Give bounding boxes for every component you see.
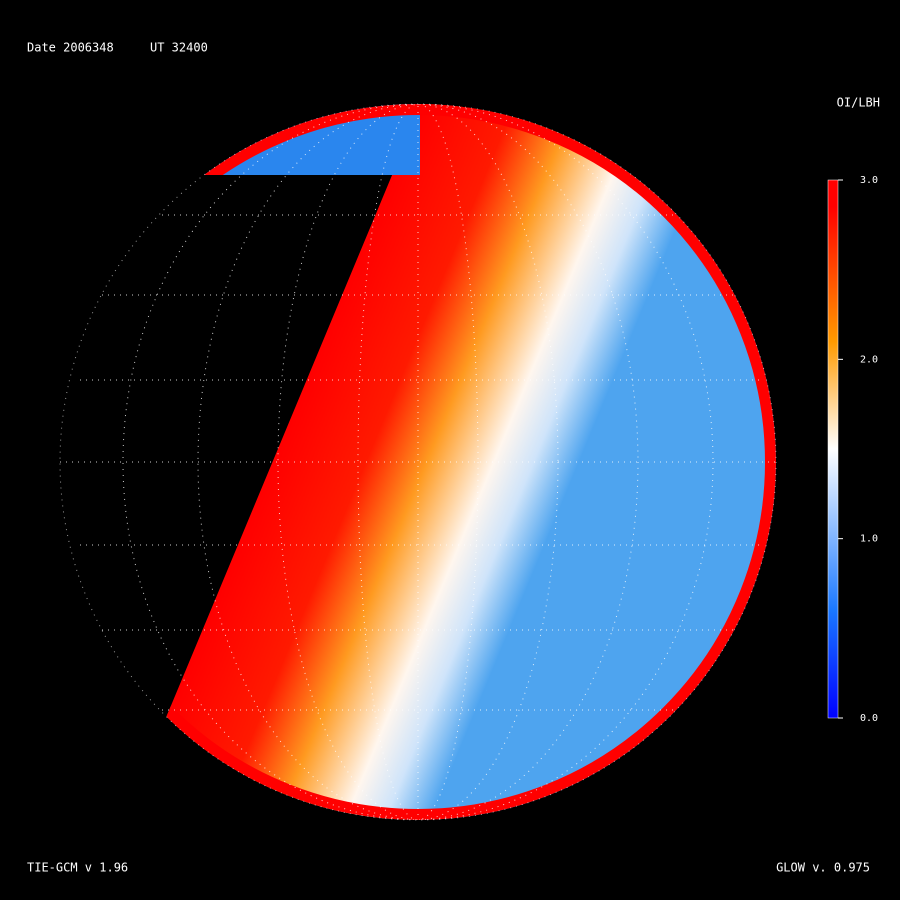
colorbar-tick-label: 0.0 (860, 713, 878, 724)
colorbar-tick-label: 1.0 (860, 534, 878, 545)
ut-label: UT 32400 (150, 41, 208, 55)
colorbar-tick-label: 3.0 (860, 175, 878, 186)
colorbar-title: OI/LBH (837, 96, 880, 110)
globe-outline (59, 103, 777, 821)
colorbar-tick-label: 2.0 (860, 354, 878, 365)
graticule (60, 104, 776, 820)
model-right: GLOW v. 0.975 (776, 861, 870, 875)
model-left: TIE-GCM v 1.96 (27, 861, 128, 875)
date-label: Date 2006348 (27, 41, 114, 55)
colorbar (827, 179, 839, 719)
